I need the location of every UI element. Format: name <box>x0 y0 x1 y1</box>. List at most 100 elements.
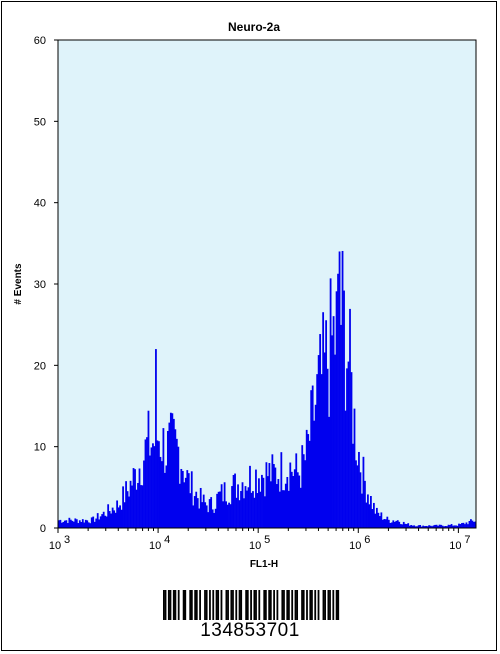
histogram-bar <box>199 487 202 528</box>
histogram-bar <box>464 524 466 528</box>
histogram-bar <box>132 468 135 528</box>
histogram-bar <box>308 440 311 528</box>
histogram-bar <box>350 372 353 528</box>
histogram-bar <box>217 491 220 528</box>
barcode-bar <box>238 590 241 620</box>
histogram-bar <box>193 496 196 528</box>
histogram-bar <box>431 526 433 528</box>
histogram-bar <box>198 508 201 528</box>
y-axis: 0 10 20 30 40 50 60 <box>34 35 58 535</box>
histogram-bar <box>62 521 65 528</box>
histogram-bar <box>383 519 386 528</box>
histogram-bar <box>458 523 460 528</box>
histogram-bar <box>123 502 126 528</box>
histogram-bar <box>295 453 298 528</box>
histogram-bar <box>271 454 274 528</box>
barcode-bar <box>283 590 285 620</box>
barcode-bar <box>301 590 303 620</box>
histogram-bar <box>134 469 136 528</box>
histogram-bar <box>253 497 256 528</box>
histogram-bar <box>222 501 224 528</box>
histogram-bar <box>149 455 151 528</box>
barcode <box>163 590 340 620</box>
histogram-bar <box>371 508 374 528</box>
histogram-bar <box>365 502 368 528</box>
histogram-bar <box>250 492 253 528</box>
histogram-bar <box>465 522 468 528</box>
histogram-bar <box>237 484 239 528</box>
histogram-bar <box>261 474 263 528</box>
histogram-bar <box>331 335 333 528</box>
histogram-bar <box>232 474 235 528</box>
histogram-bar <box>410 525 413 528</box>
histogram-bar <box>177 446 180 528</box>
histogram-bar <box>301 445 304 528</box>
histogram-bar <box>355 460 357 528</box>
histogram-bar <box>429 525 432 528</box>
histogram-bar <box>467 524 469 528</box>
barcode-bar <box>172 590 175 620</box>
barcode-bar <box>235 590 238 620</box>
histogram-bar <box>129 480 132 528</box>
barcode-bar <box>189 590 192 620</box>
histogram-bar <box>468 520 471 528</box>
histogram-bar <box>423 526 426 528</box>
x-tick-label: 10 <box>149 540 161 552</box>
histogram-bar <box>272 464 275 528</box>
histogram-bar <box>86 520 89 528</box>
x-axis: 10 3 10 4 10 5 10 6 10 7 <box>49 528 470 552</box>
histogram-bar <box>216 493 219 528</box>
barcode-bar <box>288 590 290 620</box>
histogram-bar <box>101 514 104 528</box>
barcode-bar <box>268 590 271 620</box>
histogram-bar <box>114 512 117 528</box>
histogram-bar <box>68 517 71 528</box>
histogram-bar <box>352 443 354 528</box>
barcode-bar <box>302 590 305 620</box>
histogram-bar <box>87 522 90 528</box>
histogram-bar <box>314 404 317 528</box>
histogram-bar <box>405 524 408 528</box>
histogram-bar <box>238 500 241 528</box>
x-tick-label: 10 <box>249 540 261 552</box>
histogram-bar <box>344 410 347 528</box>
histogram-bar <box>298 475 301 528</box>
histogram-bar <box>66 523 69 528</box>
histogram-bar <box>172 418 175 528</box>
histogram-bar <box>159 456 162 528</box>
histogram-bar <box>161 461 163 528</box>
histogram-bar <box>155 349 157 528</box>
barcode-bar <box>264 590 267 620</box>
histogram-bar <box>401 524 404 528</box>
histogram-bar <box>462 522 465 528</box>
histogram-bar <box>407 523 410 528</box>
barcode-bar <box>174 590 177 620</box>
x-tick-exponent: 6 <box>364 534 370 546</box>
histogram-bar <box>470 519 472 528</box>
histogram-bar <box>205 505 208 528</box>
histogram-bar <box>367 494 369 528</box>
histogram-bar <box>163 472 166 528</box>
barcode-bar <box>240 590 243 620</box>
histogram-bar <box>95 518 98 528</box>
histogram-bar <box>207 512 210 528</box>
histogram-bar <box>395 520 398 528</box>
histogram-bar <box>225 501 227 528</box>
histogram-bar <box>293 469 296 528</box>
histogram-bar <box>105 516 108 528</box>
histogram-bar <box>74 518 77 528</box>
barcode-bar <box>306 590 308 620</box>
histogram-bar <box>84 519 87 528</box>
histogram-bar <box>399 524 402 528</box>
histogram-bar <box>187 473 190 528</box>
histogram-bar <box>474 521 477 528</box>
histogram-bar <box>375 507 378 528</box>
barcode-bar <box>291 590 294 620</box>
barcode-bar <box>182 590 185 620</box>
barcode-bar <box>245 590 248 620</box>
histogram-bar <box>378 516 381 528</box>
histogram-bar <box>226 504 229 528</box>
histogram-bar <box>59 519 62 528</box>
histogram-bar <box>417 525 420 528</box>
histogram-bar <box>441 525 444 528</box>
